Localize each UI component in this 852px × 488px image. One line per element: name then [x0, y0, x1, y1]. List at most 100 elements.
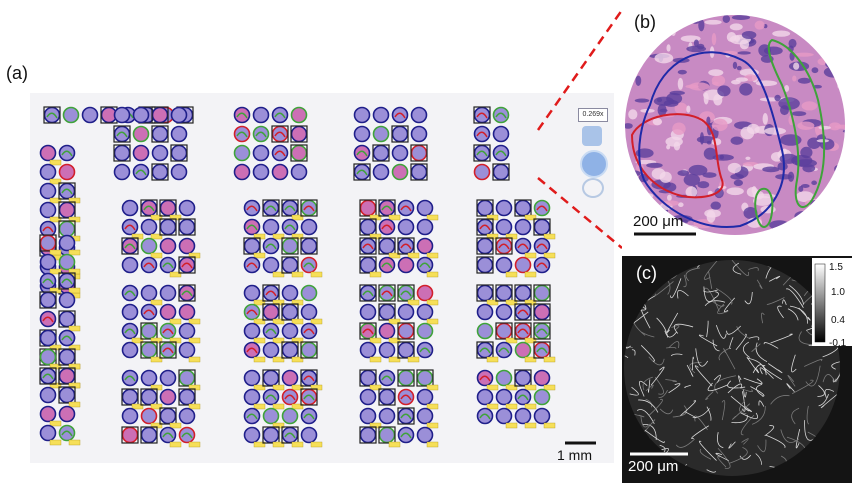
tissue-core	[58, 329, 76, 347]
tissue-core	[514, 407, 537, 429]
tissue-core	[281, 284, 304, 306]
panel-b-he-image	[622, 0, 852, 250]
tissue-core	[359, 256, 382, 278]
tissue-core	[290, 163, 308, 181]
tissue-core	[514, 303, 532, 321]
tissue-core	[159, 303, 182, 325]
tissue-core	[271, 106, 289, 124]
tissue-core	[243, 303, 266, 325]
tissue-core	[397, 426, 415, 444]
tissue-core	[121, 341, 139, 359]
tissue-core	[416, 284, 439, 306]
tissue-core	[58, 386, 81, 408]
tissue-core	[170, 106, 188, 124]
tissue-core	[39, 291, 57, 309]
tissue-core	[121, 322, 144, 344]
tissue-core	[262, 407, 285, 429]
tissue-core	[39, 386, 57, 404]
tissue-core	[410, 144, 428, 162]
tissue-core	[300, 341, 318, 359]
tissue-core	[262, 426, 285, 448]
tissue-core	[39, 310, 57, 328]
tissue-core	[252, 163, 270, 181]
annotation-green-region	[767, 38, 826, 208]
tissue-core	[58, 201, 81, 223]
tissue-core	[262, 388, 285, 410]
tissue-core	[495, 199, 513, 217]
tissue-core	[58, 163, 76, 181]
tissue-core	[233, 144, 251, 162]
tissue-core	[262, 341, 285, 363]
tissue-core	[178, 256, 196, 274]
zoom-dial-icon[interactable]	[580, 150, 608, 178]
tissue-core	[495, 369, 518, 391]
tissue-core	[514, 199, 537, 221]
tissue-core	[300, 369, 323, 391]
tissue-core	[140, 199, 163, 221]
tissue-core	[243, 426, 266, 448]
rotate-icon[interactable]	[582, 178, 604, 198]
tissue-core	[140, 284, 163, 306]
tissue-core	[262, 218, 285, 240]
tissue-core	[58, 144, 76, 162]
annotation-blue-region	[638, 51, 785, 228]
tissue-core	[372, 144, 390, 162]
tissue-core	[359, 303, 377, 321]
tissue-core	[378, 237, 401, 259]
tissue-core	[492, 144, 510, 162]
tissue-core	[281, 322, 304, 344]
tissue-core	[252, 106, 270, 124]
tissue-core	[262, 237, 280, 255]
viewer-navigator[interactable]: 0.269x	[578, 108, 608, 198]
tissue-core	[39, 329, 57, 347]
colorbar-tick-1: 1.5	[829, 262, 843, 273]
tissue-core	[281, 426, 304, 448]
tissue-core	[300, 237, 318, 255]
tissue-core	[533, 256, 551, 274]
tissue-core	[121, 237, 139, 255]
tissue-core	[416, 199, 439, 221]
tissue-core	[476, 369, 499, 391]
tissue-core	[378, 341, 401, 363]
tissue-core	[178, 218, 196, 236]
tissue-core	[252, 125, 270, 143]
tissue-core	[533, 237, 556, 259]
tissue-core	[378, 256, 396, 274]
tissue-core	[113, 125, 131, 143]
tissue-core	[391, 163, 409, 181]
tissue-core	[159, 322, 182, 344]
tissue-core	[410, 106, 428, 124]
tissue-core	[39, 253, 62, 275]
he-core-image	[625, 15, 845, 236]
tissue-core	[170, 144, 188, 162]
tissue-core	[476, 322, 494, 340]
tissue-core	[281, 218, 304, 240]
tissue-core	[514, 341, 537, 363]
tissue-core	[378, 322, 401, 344]
tissue-core	[281, 237, 299, 255]
tissue-core	[159, 218, 177, 236]
tissue-core	[290, 144, 308, 162]
colorbar-tick-3: 0.4	[831, 315, 845, 326]
tissue-core	[159, 199, 182, 221]
pan-arrows-icon[interactable]	[582, 126, 602, 146]
tissue-core	[121, 199, 139, 217]
tissue-core	[243, 407, 261, 425]
tissue-core	[262, 256, 285, 278]
colorbar	[814, 263, 826, 343]
tissue-core	[178, 199, 196, 217]
tissue-core	[372, 106, 390, 124]
tissue-core	[372, 163, 390, 181]
tissue-core	[159, 341, 177, 359]
tissue-core	[113, 144, 131, 162]
annotation-green-small	[754, 187, 774, 228]
tissue-core	[495, 256, 518, 278]
tissue-core	[416, 218, 434, 236]
tissue-core	[533, 218, 556, 240]
tissue-core	[397, 284, 420, 306]
tissue-core	[39, 182, 62, 204]
tissue-core	[58, 291, 76, 309]
tissue-core	[514, 322, 537, 344]
tissue-core	[151, 144, 169, 162]
tissue-core	[281, 303, 304, 325]
